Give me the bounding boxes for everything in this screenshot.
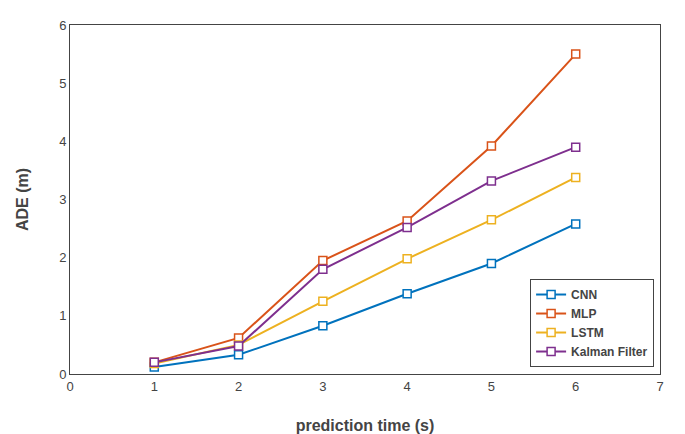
svg-text:MLP: MLP — [571, 307, 596, 321]
svg-text:0: 0 — [66, 379, 73, 394]
svg-text:6: 6 — [59, 18, 66, 33]
svg-text:7: 7 — [656, 379, 663, 394]
svg-text:2: 2 — [235, 379, 242, 394]
svg-text:1: 1 — [59, 308, 66, 323]
svg-text:LSTM: LSTM — [571, 326, 604, 340]
svg-text:CNN: CNN — [571, 288, 597, 302]
svg-text:Kalman Filter: Kalman Filter — [571, 345, 647, 359]
svg-text:ADE (m): ADE (m) — [14, 168, 31, 231]
svg-text:prediction time (s): prediction time (s) — [296, 417, 435, 434]
svg-text:0: 0 — [59, 367, 66, 382]
svg-text:4: 4 — [59, 134, 66, 149]
svg-text:5: 5 — [488, 379, 495, 394]
svg-text:6: 6 — [572, 379, 579, 394]
svg-text:5: 5 — [59, 76, 66, 91]
svg-text:4: 4 — [404, 379, 411, 394]
svg-text:3: 3 — [319, 379, 326, 394]
svg-text:2: 2 — [59, 250, 66, 265]
svg-text:1: 1 — [151, 379, 158, 394]
svg-text:3: 3 — [59, 192, 66, 207]
